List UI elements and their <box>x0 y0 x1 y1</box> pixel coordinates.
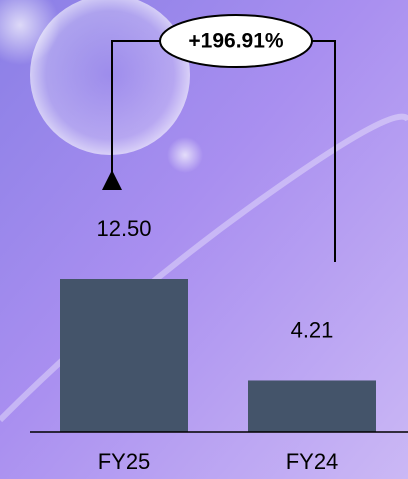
decor-dot <box>167 137 203 173</box>
bar <box>60 279 188 432</box>
x-tick-label: FY25 <box>98 449 151 474</box>
annotation: +196.91% <box>188 30 283 53</box>
arrow-right <box>312 40 336 262</box>
arrow-left <box>102 40 160 190</box>
decor-orb <box>30 0 190 155</box>
decor-dot <box>0 0 60 65</box>
value-label: 4.21 <box>291 317 334 342</box>
value-label: 12.50 <box>96 216 151 241</box>
bar <box>248 380 376 432</box>
x-tick-label: FY24 <box>286 449 339 474</box>
annotation-bubble <box>159 14 313 68</box>
